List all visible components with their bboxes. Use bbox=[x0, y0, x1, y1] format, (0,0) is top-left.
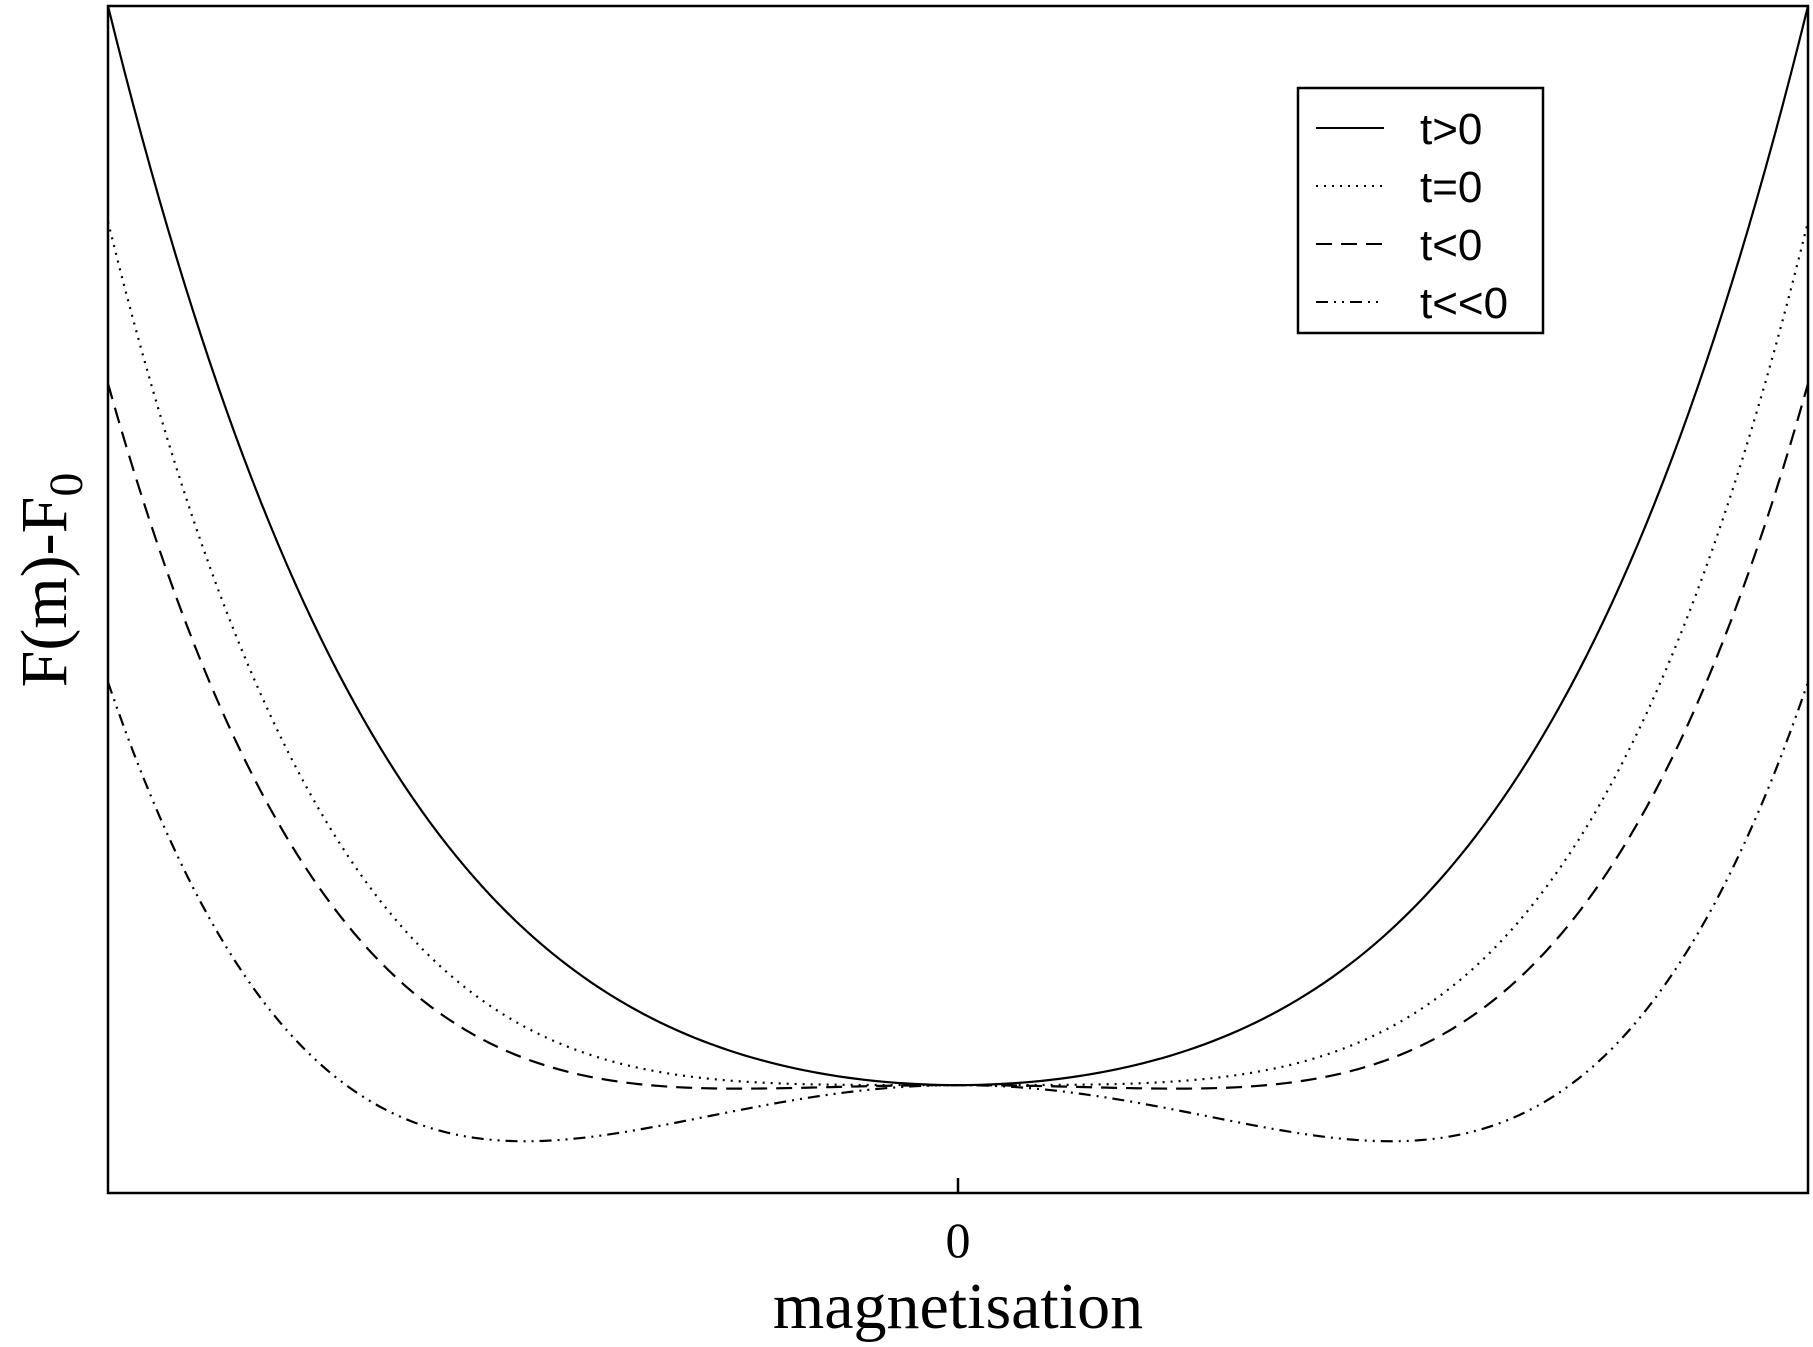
x-tick-label: 0 bbox=[946, 1212, 971, 1268]
series-group bbox=[106, 5, 1810, 1143]
legend-label-4: t<<0 bbox=[1420, 279, 1508, 328]
legend: t>0 t=0 t<0 t<<0 bbox=[1296, 86, 1545, 335]
plot-frame bbox=[106, 4, 1810, 1195]
series-line-2 bbox=[106, 221, 1810, 1087]
legend-label-3: t<0 bbox=[1420, 221, 1482, 270]
legend-label-2: t=0 bbox=[1420, 163, 1482, 212]
x-axis-label: magnetisation bbox=[773, 1270, 1143, 1343]
y-axis-label-subscript: 0 bbox=[40, 473, 93, 497]
series-line-4 bbox=[106, 681, 1810, 1143]
y-axis-label: F(m)-F0 bbox=[8, 473, 93, 688]
legend-label-1: t>0 bbox=[1420, 105, 1482, 154]
y-axis-label-main: F(m)-F bbox=[8, 497, 81, 688]
svg-text:F(m)-F0: F(m)-F0 bbox=[8, 473, 93, 688]
series-line-1 bbox=[106, 5, 1810, 1087]
series-line-3 bbox=[106, 383, 1810, 1090]
